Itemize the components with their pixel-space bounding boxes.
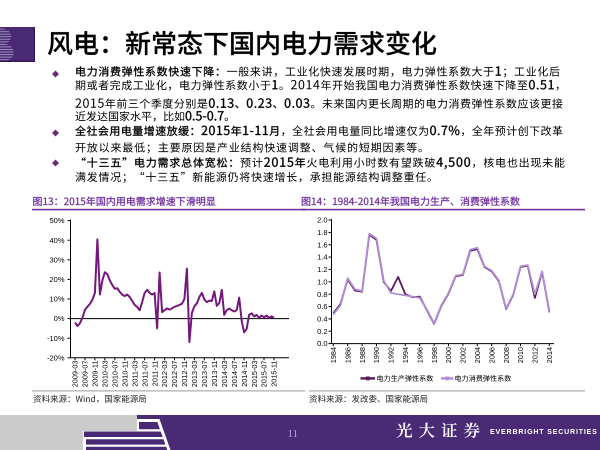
svg-text:-20%: -20% (47, 353, 65, 362)
svg-text:0.2: 0.2 (317, 327, 327, 336)
svg-text:2012-11: 2012-11 (180, 361, 189, 387)
svg-text:2006: 2006 (487, 347, 496, 363)
svg-text:0.0: 0.0 (317, 339, 327, 348)
svg-text:2013-11: 2013-11 (210, 361, 219, 387)
svg-text:2011-11: 2011-11 (150, 361, 159, 387)
svg-text:2015-07: 2015-07 (260, 361, 269, 388)
svg-text:0.4: 0.4 (317, 315, 327, 324)
svg-text:1.0: 1.0 (317, 277, 327, 286)
svg-text:1986: 1986 (343, 347, 352, 363)
svg-text:20%: 20% (49, 275, 64, 284)
svg-text:0%: 0% (54, 314, 65, 323)
svg-text:2002: 2002 (459, 347, 468, 363)
svg-text:1994: 1994 (401, 347, 410, 363)
svg-text:1992: 1992 (387, 347, 396, 363)
svg-text:30%: 30% (49, 255, 64, 264)
svg-text:0.6: 0.6 (317, 302, 327, 311)
svg-text:1984: 1984 (329, 347, 338, 363)
svg-text:1.4: 1.4 (317, 253, 327, 262)
svg-text:2000: 2000 (444, 347, 453, 363)
svg-text:2010-07: 2010-07 (111, 361, 120, 388)
svg-text:1990: 1990 (372, 347, 381, 363)
svg-text:2010-11: 2010-11 (121, 361, 130, 387)
svg-text:1.6: 1.6 (317, 240, 327, 249)
svg-text:2014: 2014 (545, 347, 554, 363)
svg-text:2012: 2012 (531, 347, 540, 363)
svg-text:2011-07: 2011-07 (140, 361, 149, 387)
svg-text:2012-07: 2012-07 (170, 361, 179, 388)
svg-text:2012-03: 2012-03 (160, 361, 169, 388)
svg-text:2013-07: 2013-07 (200, 361, 209, 388)
svg-text:50%: 50% (49, 216, 64, 225)
svg-text:2014-03: 2014-03 (220, 361, 229, 388)
svg-text:2014-07: 2014-07 (230, 361, 239, 388)
svg-text:2013-03: 2013-03 (190, 361, 199, 388)
svg-text:2015-11: 2015-11 (270, 361, 279, 387)
svg-text:2004: 2004 (473, 347, 482, 363)
svg-text:1988: 1988 (358, 347, 367, 363)
svg-text:2009-03: 2009-03 (71, 361, 80, 388)
svg-text:2010: 2010 (516, 347, 525, 363)
svg-text:EVERBRIGHT SECURITIES: EVERBRIGHT SECURITIES (490, 429, 598, 436)
svg-text:2.0: 2.0 (317, 216, 327, 225)
svg-text:2011-03: 2011-03 (130, 361, 139, 387)
svg-text:2009-07: 2009-07 (81, 361, 90, 388)
svg-text:2015-03: 2015-03 (250, 361, 259, 388)
svg-text:-10%: -10% (47, 334, 65, 343)
svg-text:10%: 10% (49, 295, 64, 304)
svg-text:0.8: 0.8 (317, 290, 327, 299)
svg-text:40%: 40% (49, 236, 64, 245)
svg-text:11: 11 (288, 428, 299, 440)
svg-text:1998: 1998 (430, 347, 439, 363)
svg-text:2008: 2008 (502, 347, 511, 363)
svg-text:1.2: 1.2 (317, 265, 327, 274)
svg-text:2010-03: 2010-03 (101, 361, 110, 388)
svg-text:2014-11: 2014-11 (240, 361, 249, 387)
svg-text:1996: 1996 (415, 347, 424, 363)
svg-text:2009-11: 2009-11 (91, 361, 100, 387)
svg-text:1.8: 1.8 (317, 228, 327, 237)
